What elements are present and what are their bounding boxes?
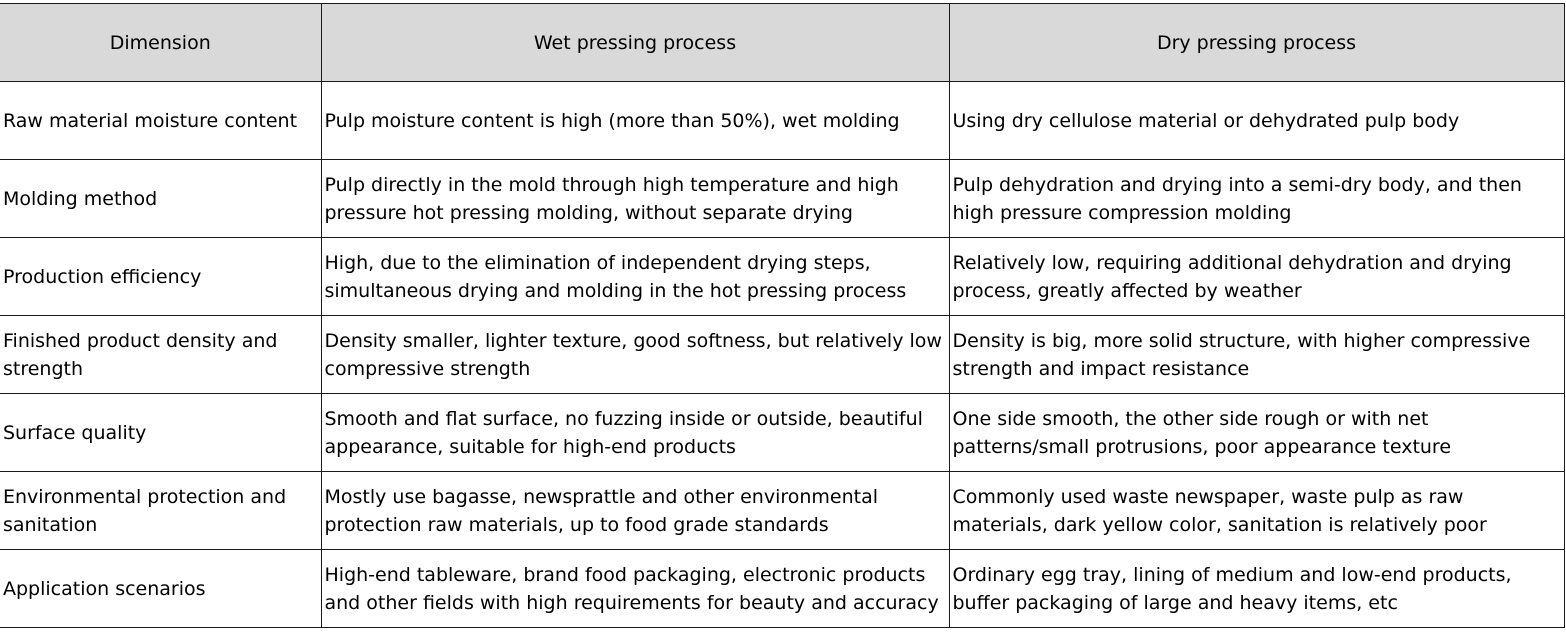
table-row: Production efficiency High, due to the e…	[0, 237, 1565, 316]
dry-pressing-cell: Commonly used waste newspaper, waste pul…	[948, 471, 1565, 550]
wet-pressing-cell: High, due to the elimination of independ…	[320, 237, 950, 316]
wet-pressing-cell: Pulp directly in the mold through high t…	[320, 159, 950, 238]
table-row: Environmental protection and sanitation …	[0, 471, 1565, 550]
dimension-cell: Finished product density and strength	[0, 315, 322, 394]
dry-pressing-cell: Density is big, more solid structure, wi…	[948, 315, 1565, 394]
wet-pressing-cell: Density smaller, lighter texture, good s…	[320, 315, 950, 394]
table-row: Application scenarios High-end tableware…	[0, 549, 1565, 628]
wet-pressing-cell: Pulp moisture content is high (more than…	[320, 81, 950, 160]
dimension-cell: Production efficiency	[0, 237, 322, 316]
header-wet-pressing: Wet pressing process	[320, 3, 950, 82]
header-dimension: Dimension	[0, 3, 322, 82]
table-row: Surface quality Smooth and flat surface,…	[0, 393, 1565, 472]
dry-pressing-cell: One side smooth, the other side rough or…	[948, 393, 1565, 472]
dry-pressing-cell: Pulp dehydration and drying into a semi-…	[948, 159, 1565, 238]
comparison-table: Dimension Wet pressing process Dry press…	[0, 3, 1565, 628]
dimension-cell: Application scenarios	[0, 549, 322, 628]
dry-pressing-cell: Relatively low, requiring additional deh…	[948, 237, 1565, 316]
header-row: Dimension Wet pressing process Dry press…	[0, 3, 1565, 82]
table-row: Raw material moisture content Pulp moist…	[0, 81, 1565, 160]
dimension-cell: Surface quality	[0, 393, 322, 472]
table-row: Finished product density and strength De…	[0, 315, 1565, 394]
table-row: Molding method Pulp directly in the mold…	[0, 159, 1565, 238]
dimension-cell: Molding method	[0, 159, 322, 238]
wet-pressing-cell: Mostly use bagasse, newsprattle and othe…	[320, 471, 950, 550]
dry-pressing-cell: Ordinary egg tray, lining of medium and …	[948, 549, 1565, 628]
wet-pressing-cell: Smooth and flat surface, no fuzzing insi…	[320, 393, 950, 472]
dimension-cell: Environmental protection and sanitation	[0, 471, 322, 550]
dimension-cell: Raw material moisture content	[0, 81, 322, 160]
wet-pressing-cell: High-end tableware, brand food packaging…	[320, 549, 950, 628]
header-dry-pressing: Dry pressing process	[948, 3, 1565, 82]
dry-pressing-cell: Using dry cellulose material or dehydrat…	[948, 81, 1565, 160]
